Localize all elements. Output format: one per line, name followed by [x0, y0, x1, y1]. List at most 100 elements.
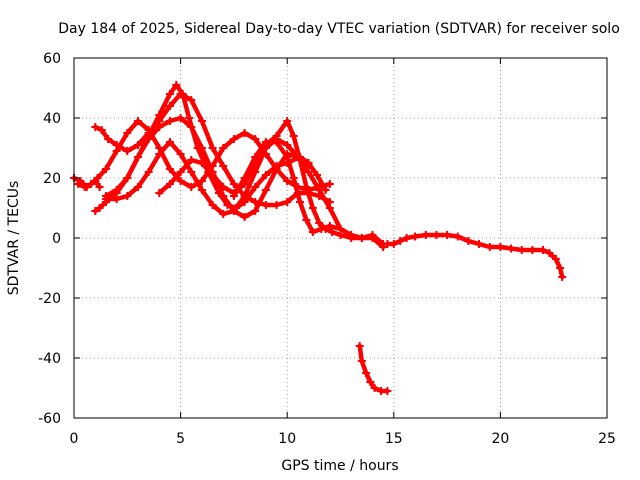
data-point — [133, 141, 142, 149]
data-point — [283, 177, 292, 185]
data-point — [97, 126, 106, 134]
data-point — [187, 183, 196, 191]
data-point — [219, 162, 228, 170]
data-point — [176, 90, 185, 98]
data-point — [383, 387, 392, 395]
data-point — [432, 231, 441, 239]
data-point — [261, 138, 270, 146]
data-point — [485, 243, 494, 251]
data-point — [313, 171, 322, 179]
data-point — [366, 378, 375, 386]
data-point — [165, 102, 174, 110]
data-point — [261, 171, 270, 179]
data-point — [357, 234, 366, 242]
data-point — [197, 144, 206, 152]
data-point — [402, 234, 411, 242]
data-point — [315, 219, 324, 227]
data-point — [283, 141, 292, 149]
data-point — [187, 123, 196, 131]
data-point — [283, 198, 292, 206]
y-tick-label: 0 — [52, 231, 61, 247]
data-point — [362, 369, 371, 377]
data-point — [197, 177, 206, 185]
data-point — [556, 264, 565, 272]
data-point — [229, 180, 238, 188]
data-point — [123, 147, 132, 155]
data-point — [165, 90, 174, 98]
data-point — [421, 231, 430, 239]
y-tick-label: -20 — [38, 291, 61, 307]
data-point — [308, 204, 317, 212]
data-point — [240, 174, 249, 182]
data-point — [325, 180, 334, 188]
data-point — [315, 186, 324, 194]
data-point — [496, 243, 505, 251]
data-point — [251, 135, 260, 143]
data-point — [112, 186, 121, 194]
data-point — [325, 222, 334, 230]
data-point — [219, 144, 228, 152]
data-point — [155, 150, 164, 158]
data-point — [155, 189, 164, 197]
data-point — [336, 225, 345, 233]
data-point — [219, 192, 228, 200]
data-point — [185, 114, 194, 122]
data-point — [289, 132, 298, 140]
data-point — [229, 192, 238, 200]
series-trace-i — [385, 232, 565, 280]
data-point — [172, 81, 181, 89]
data-point — [272, 201, 281, 209]
data-point — [197, 186, 206, 194]
data-point — [187, 156, 196, 164]
data-point — [93, 174, 102, 182]
data-point — [251, 207, 260, 215]
data-point — [208, 201, 217, 209]
data-point — [389, 240, 398, 248]
data-point — [101, 165, 110, 173]
data-point — [101, 195, 110, 203]
data-point — [464, 237, 473, 245]
data-point — [558, 273, 567, 281]
data-point — [165, 180, 174, 188]
data-point — [261, 201, 270, 209]
data-point — [155, 123, 164, 131]
data-point — [295, 198, 304, 206]
data-point — [176, 150, 185, 158]
data-point — [357, 357, 366, 365]
data-point — [95, 183, 104, 191]
x-tick-label: 15 — [385, 431, 403, 447]
data-point — [302, 183, 311, 191]
data-point — [123, 174, 132, 182]
chart-title: Day 184 of 2025, Sidereal Day-to-day VTE… — [58, 21, 620, 37]
data-point — [197, 159, 206, 167]
data-point — [95, 204, 104, 212]
data-point — [308, 228, 317, 236]
data-point — [144, 126, 153, 134]
x-axis-label: GPS time / hours — [281, 458, 398, 474]
data-point — [123, 129, 132, 137]
data-point — [251, 153, 260, 161]
data-point — [197, 117, 206, 125]
series-trace-j — [357, 343, 390, 394]
y-axis-label: SDTVAR / TECUs — [6, 181, 22, 296]
x-axis-ticks: 0 5 10 15 20 25 — [70, 58, 616, 447]
data-point — [507, 244, 516, 253]
data-point — [272, 138, 281, 146]
data-point — [229, 135, 238, 143]
data-point — [187, 96, 196, 104]
data-point — [517, 246, 526, 254]
data-point — [325, 204, 334, 212]
data-point — [251, 183, 260, 191]
data-point — [327, 228, 336, 236]
data-point — [347, 231, 356, 239]
data-point — [229, 207, 238, 215]
x-tick-label: 20 — [491, 431, 509, 447]
data-point — [165, 165, 174, 173]
data-point — [176, 114, 185, 122]
data-point — [261, 186, 270, 194]
data-point — [80, 183, 89, 191]
data-point — [144, 135, 153, 143]
data-point — [208, 171, 217, 179]
data-point — [133, 183, 142, 191]
data-point — [91, 207, 100, 215]
